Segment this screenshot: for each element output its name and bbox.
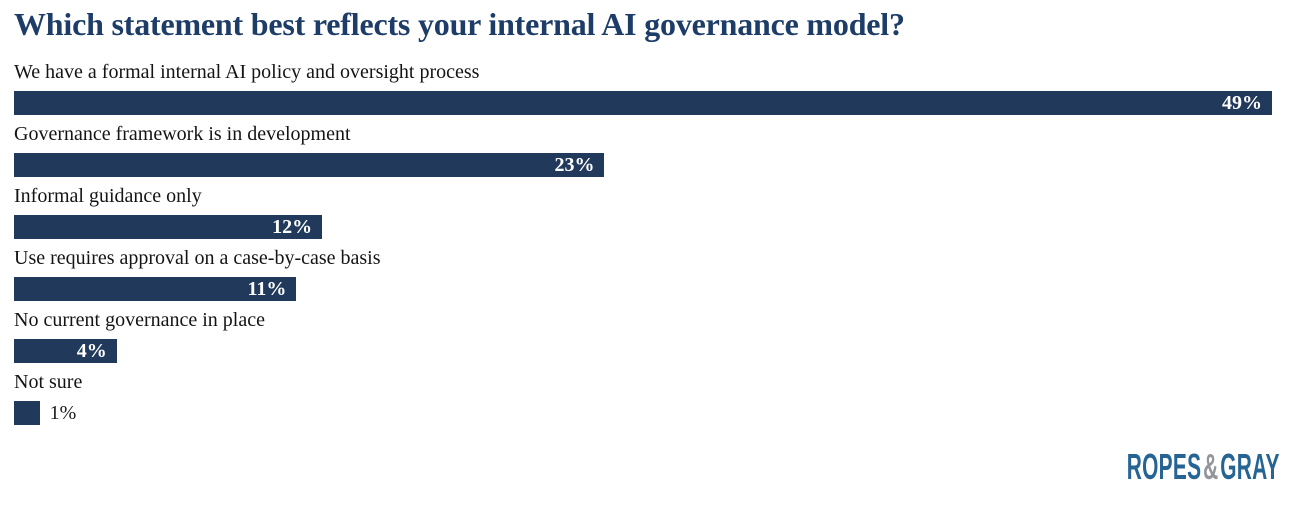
value-label: 4% xyxy=(76,340,107,362)
chart-row: Governance framework is in development 23… xyxy=(14,120,1272,177)
chart-title: Which statement best reflects your inter… xyxy=(14,6,905,42)
bar: 4% xyxy=(14,339,117,363)
bar: 12% xyxy=(14,215,323,239)
bar-track: 49% xyxy=(14,91,1272,115)
bar-track: 1% xyxy=(14,401,1272,425)
chart-row: Use requires approval on a case-by-case … xyxy=(14,244,1272,301)
bar-track: 23% xyxy=(14,153,1272,177)
ropes-gray-logo: ROPES&GRAY xyxy=(1127,449,1280,485)
bar-track: 11% xyxy=(14,277,1272,301)
category-label: Informal guidance only xyxy=(14,185,202,207)
value-label: 23% xyxy=(554,154,595,176)
bar xyxy=(14,401,40,425)
category-label: Not sure xyxy=(14,371,83,393)
value-label: 12% xyxy=(272,216,313,238)
chart-row: No current governance in place 4% xyxy=(14,306,1272,363)
logo-word-gray: GRAY xyxy=(1220,446,1280,487)
value-label: 49% xyxy=(1222,92,1262,114)
chart-row: Informal guidance only 12% xyxy=(14,182,1272,239)
bar-track: 12% xyxy=(14,215,1272,239)
bar-chart: We have a formal internal AI policy and … xyxy=(14,58,1272,430)
bar: 11% xyxy=(14,277,297,301)
category-label: Use requires approval on a case-by-case … xyxy=(14,247,381,269)
value-label: 11% xyxy=(247,278,287,300)
value-label: 1% xyxy=(49,402,77,424)
category-label: No current governance in place xyxy=(14,309,265,331)
chart-row: Not sure 1% xyxy=(14,368,1272,425)
logo-ampersand: & xyxy=(1203,446,1219,487)
bar-track: 4% xyxy=(14,339,1272,363)
category-label: We have a formal internal AI policy and … xyxy=(14,61,480,83)
category-label: Governance framework is in development xyxy=(14,123,351,145)
chart-row: We have a formal internal AI policy and … xyxy=(14,58,1272,115)
bar: 49% xyxy=(14,91,1272,115)
bar: 23% xyxy=(14,153,605,177)
logo-word-ropes: ROPES xyxy=(1127,446,1202,487)
